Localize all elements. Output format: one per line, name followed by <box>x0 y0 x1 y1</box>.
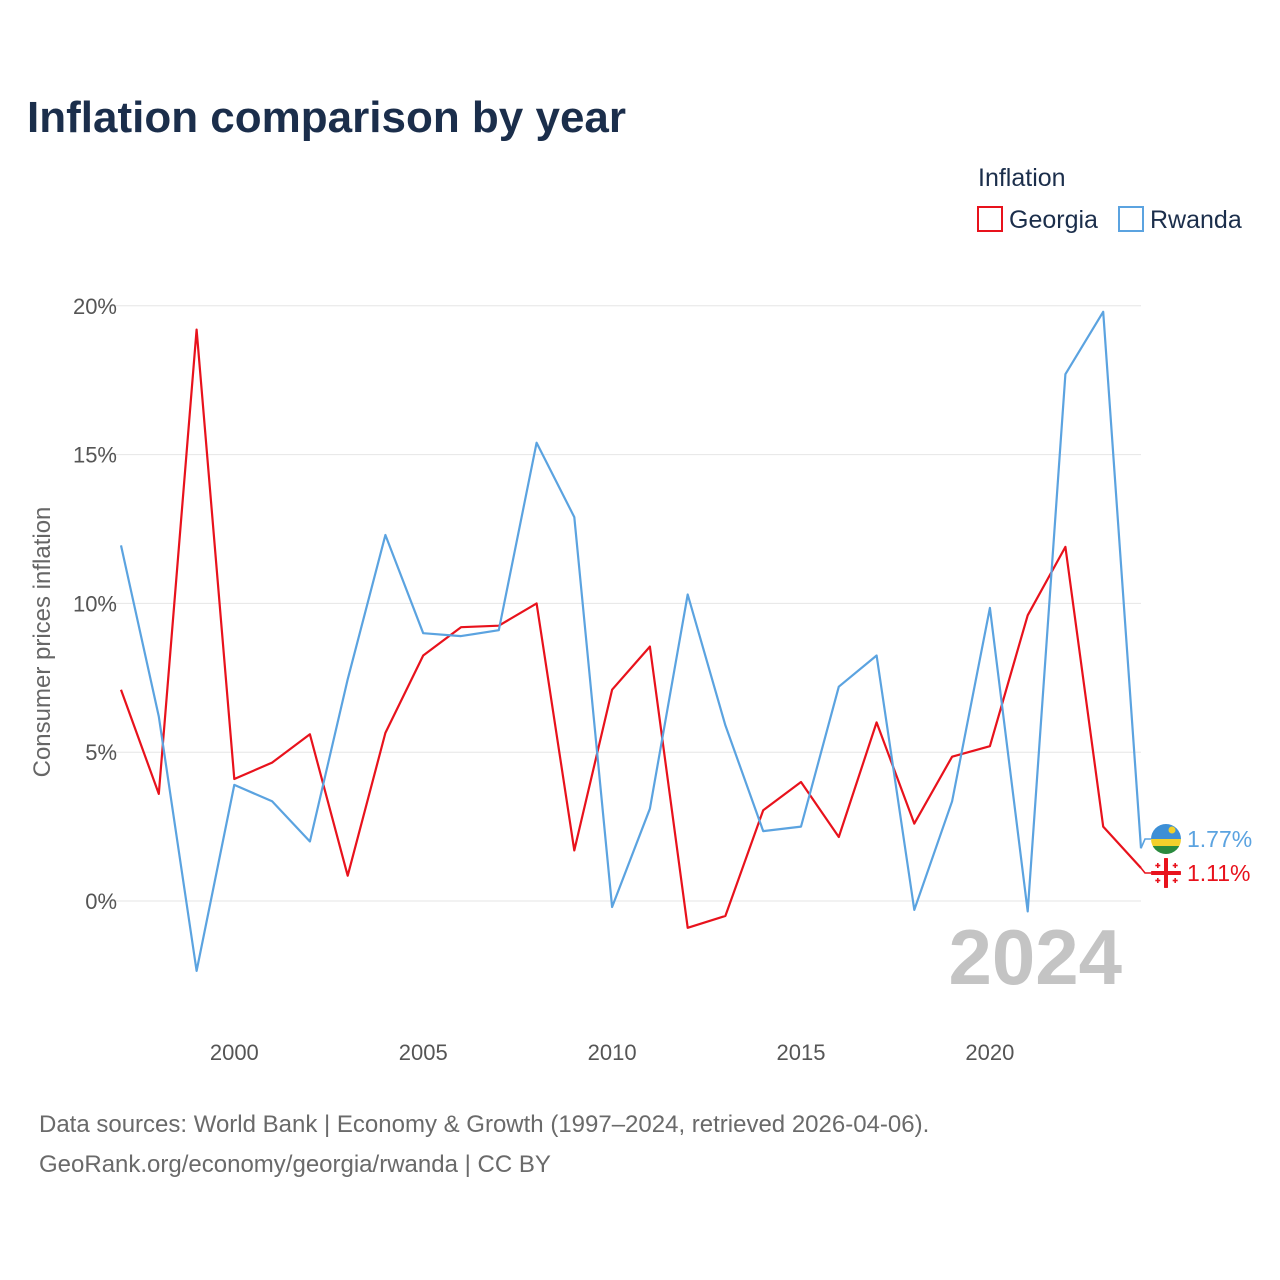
legend-item-rwanda[interactable]: Rwanda <box>1118 206 1242 234</box>
y-axis-ticks: 0% 5% 10% 15% 20% <box>73 294 117 914</box>
legend-item-georgia[interactable]: Georgia <box>977 206 1098 234</box>
source-line-1: Data sources: World Bank | Economy & Gro… <box>39 1111 929 1138</box>
end-marker-rwanda <box>1151 824 1181 854</box>
end-marker-georgia <box>1151 858 1181 888</box>
source-line-2: GeoRank.org/economy/georgia/rwanda | CC … <box>39 1151 551 1178</box>
y-axis-label: Consumer prices inflation <box>29 507 56 778</box>
legend-title: Inflation <box>978 164 1066 192</box>
georgia-flag-icon <box>1151 858 1181 888</box>
legend-label-georgia: Georgia <box>1009 206 1098 234</box>
y-tick-label: 15% <box>73 443 117 468</box>
x-tick-label: 2015 <box>777 1040 826 1065</box>
legend: Inflation Georgia Rwanda <box>977 164 1242 234</box>
gridlines <box>100 305 1141 902</box>
x-tick-label: 2000 <box>210 1040 259 1065</box>
legend-swatch-georgia <box>977 206 1003 232</box>
series-lines <box>119 310 1151 973</box>
end-label-rwanda: 1.77% <box>1187 826 1252 852</box>
y-tick-label: 20% <box>73 294 117 319</box>
legend-swatch-rwanda <box>1118 206 1144 232</box>
chart-title: Inflation comparison by year <box>27 93 626 142</box>
end-connector-rwanda <box>1140 838 1151 849</box>
end-label-georgia: 1.11% <box>1187 860 1251 886</box>
x-tick-label: 2005 <box>399 1040 448 1065</box>
x-tick-label: 2010 <box>588 1040 637 1065</box>
series-line-rwanda <box>119 310 1143 973</box>
legend-label-rwanda: Rwanda <box>1150 206 1242 234</box>
x-axis-ticks: 2000 2005 2010 2015 2020 <box>210 1040 1015 1065</box>
x-tick-label: 2020 <box>965 1040 1014 1065</box>
y-tick-label: 0% <box>85 889 117 914</box>
y-tick-label: 5% <box>85 740 117 765</box>
y-tick-label: 10% <box>73 591 117 616</box>
series-line-georgia <box>119 328 1142 929</box>
rwanda-flag-icon <box>1151 824 1181 854</box>
year-watermark: 2024 <box>948 913 1122 1001</box>
end-connector-georgia <box>1140 867 1151 874</box>
